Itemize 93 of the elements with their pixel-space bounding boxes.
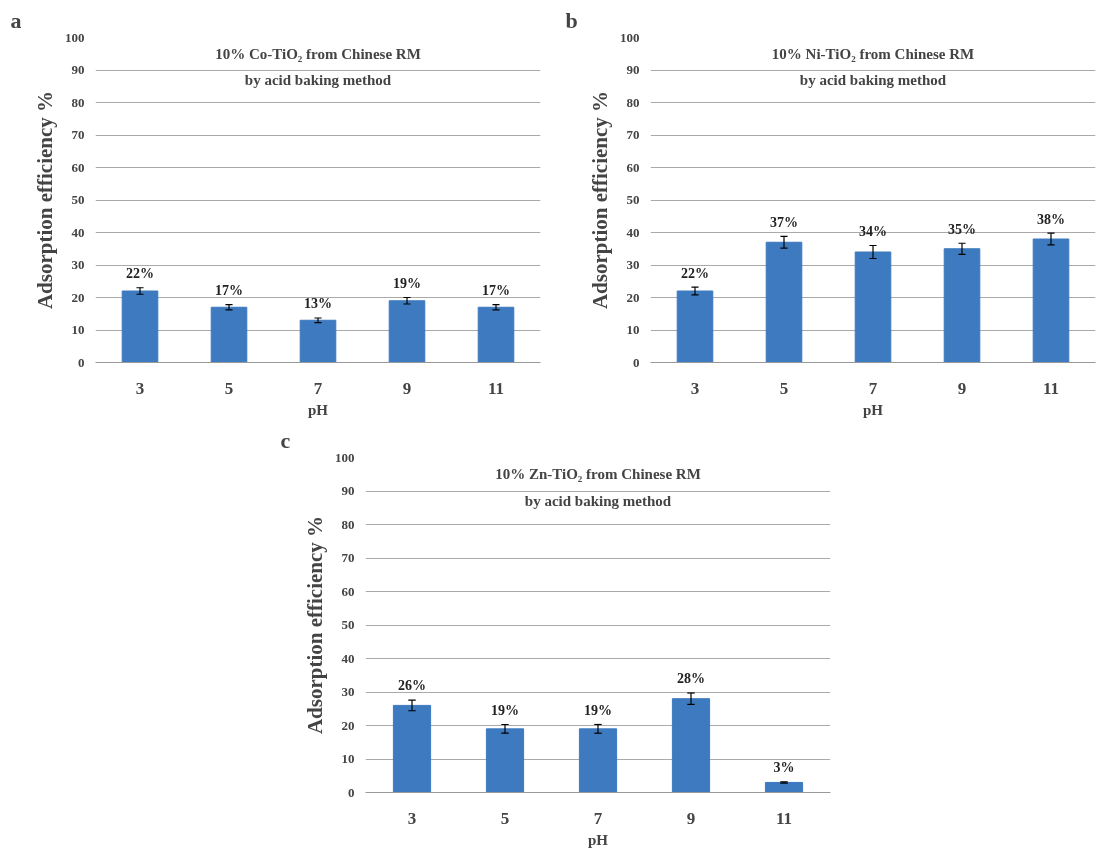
y-tick-label: 0 <box>78 354 85 370</box>
bar <box>477 306 515 363</box>
data-label: 3% <box>773 760 795 776</box>
bar <box>671 698 711 793</box>
y-axis-title: Adsorption efficiency % <box>303 515 327 735</box>
y-tick-label: 50 <box>626 192 640 207</box>
x-tick-label: 11 <box>1042 378 1060 398</box>
y-tick-label: 100 <box>335 449 355 465</box>
x-tick-label: 3 <box>690 378 700 398</box>
data-label: 13% <box>304 296 332 312</box>
text: 10% Co-TiO₂ from Chinese RM <box>215 45 421 62</box>
data-label: 22% <box>681 265 709 281</box>
x-tick-label: 3 <box>135 378 145 398</box>
data-label: 38% <box>1037 211 1065 227</box>
y-tick-label: 60 <box>626 159 640 175</box>
bar <box>210 306 248 363</box>
data-label: 34% <box>859 224 887 239</box>
text: 10% Zn-TiO₂ from Chinese RM <box>495 466 701 483</box>
x-tick-label: 7 <box>313 378 323 398</box>
y-tick-label: 50 <box>71 192 85 207</box>
y-tick-label: 70 <box>341 550 355 565</box>
text: c <box>280 427 291 453</box>
x-tick-label: 5 <box>500 808 510 828</box>
y-tick-label: 40 <box>71 224 85 240</box>
bar <box>121 290 159 363</box>
y-tick-label: 90 <box>626 62 640 77</box>
data-label: 28% <box>677 671 705 687</box>
x-tick-label: 9 <box>686 808 696 828</box>
text: b <box>565 7 578 33</box>
x-tick-label: 5 <box>779 378 789 398</box>
y-tick-label: 30 <box>341 684 355 699</box>
x-tick-label: 7 <box>868 378 878 398</box>
y-tick-label: 90 <box>341 483 355 498</box>
text: a <box>10 7 22 33</box>
y-tick-label: 10 <box>626 322 640 337</box>
data-label: 37% <box>770 214 798 230</box>
y-tick-label: 20 <box>341 717 355 733</box>
data-label: 35% <box>948 221 976 237</box>
data-label: 17% <box>482 283 510 299</box>
bar <box>485 728 525 793</box>
text: by acid baking method <box>244 71 392 88</box>
bar <box>299 319 337 363</box>
bar <box>943 248 981 363</box>
y-tick-label: 80 <box>341 516 355 532</box>
y-tick-label: 20 <box>626 289 640 305</box>
y-tick-label: 30 <box>71 257 85 272</box>
x-tick-label: 11 <box>775 808 793 828</box>
bar <box>764 781 804 793</box>
data-label: 22% <box>126 266 154 282</box>
y-tick-label: 90 <box>71 62 85 77</box>
data-label: 19% <box>491 702 519 718</box>
y-tick-label: 100 <box>65 29 85 45</box>
y-tick-label: 10 <box>71 322 85 337</box>
x-axis-title: pH <box>308 401 329 418</box>
y-axis-title: Adsorption efficiency % <box>588 90 612 310</box>
bar <box>578 728 618 793</box>
text: by acid baking method <box>799 71 947 88</box>
x-axis-title: pH <box>588 831 609 848</box>
x-tick-label: 11 <box>487 378 505 398</box>
y-tick-label: 100 <box>620 29 640 45</box>
x-tick-label: 5 <box>224 378 234 398</box>
y-tick-label: 30 <box>626 257 640 272</box>
y-tick-label: 0 <box>633 354 640 370</box>
data-label: 17% <box>215 283 243 299</box>
bar <box>676 290 714 363</box>
y-tick-label: 70 <box>626 127 640 142</box>
y-tick-label: 80 <box>626 94 640 110</box>
y-tick-label: 50 <box>341 617 355 632</box>
x-tick-label: 9 <box>957 378 967 398</box>
y-tick-label: 60 <box>341 583 355 599</box>
y-tick-label: 10 <box>341 751 355 766</box>
y-tick-label: 40 <box>626 224 640 240</box>
y-tick-label: 0 <box>348 784 355 800</box>
y-tick-label: 20 <box>71 289 85 305</box>
y-tick-label: 80 <box>71 94 85 110</box>
y-tick-label: 70 <box>71 127 85 142</box>
bar <box>765 241 803 363</box>
x-tick-label: 3 <box>407 808 417 828</box>
data-label: 26% <box>398 678 426 694</box>
x-tick-label: 9 <box>402 378 412 398</box>
data-label: 19% <box>584 702 612 718</box>
bar <box>854 251 892 363</box>
bar <box>392 704 432 793</box>
data-label: 19% <box>393 276 421 291</box>
x-axis-title: pH <box>863 401 884 418</box>
y-tick-label: 60 <box>71 159 85 175</box>
text: 10% Ni-TiO₂ from Chinese RM <box>771 45 975 62</box>
bar <box>388 300 426 363</box>
y-axis-title: Adsorption efficiency % <box>33 90 57 310</box>
y-tick-label: 40 <box>341 650 355 666</box>
text: by acid baking method <box>524 493 672 510</box>
bar <box>1032 238 1070 363</box>
x-tick-label: 7 <box>593 808 603 828</box>
